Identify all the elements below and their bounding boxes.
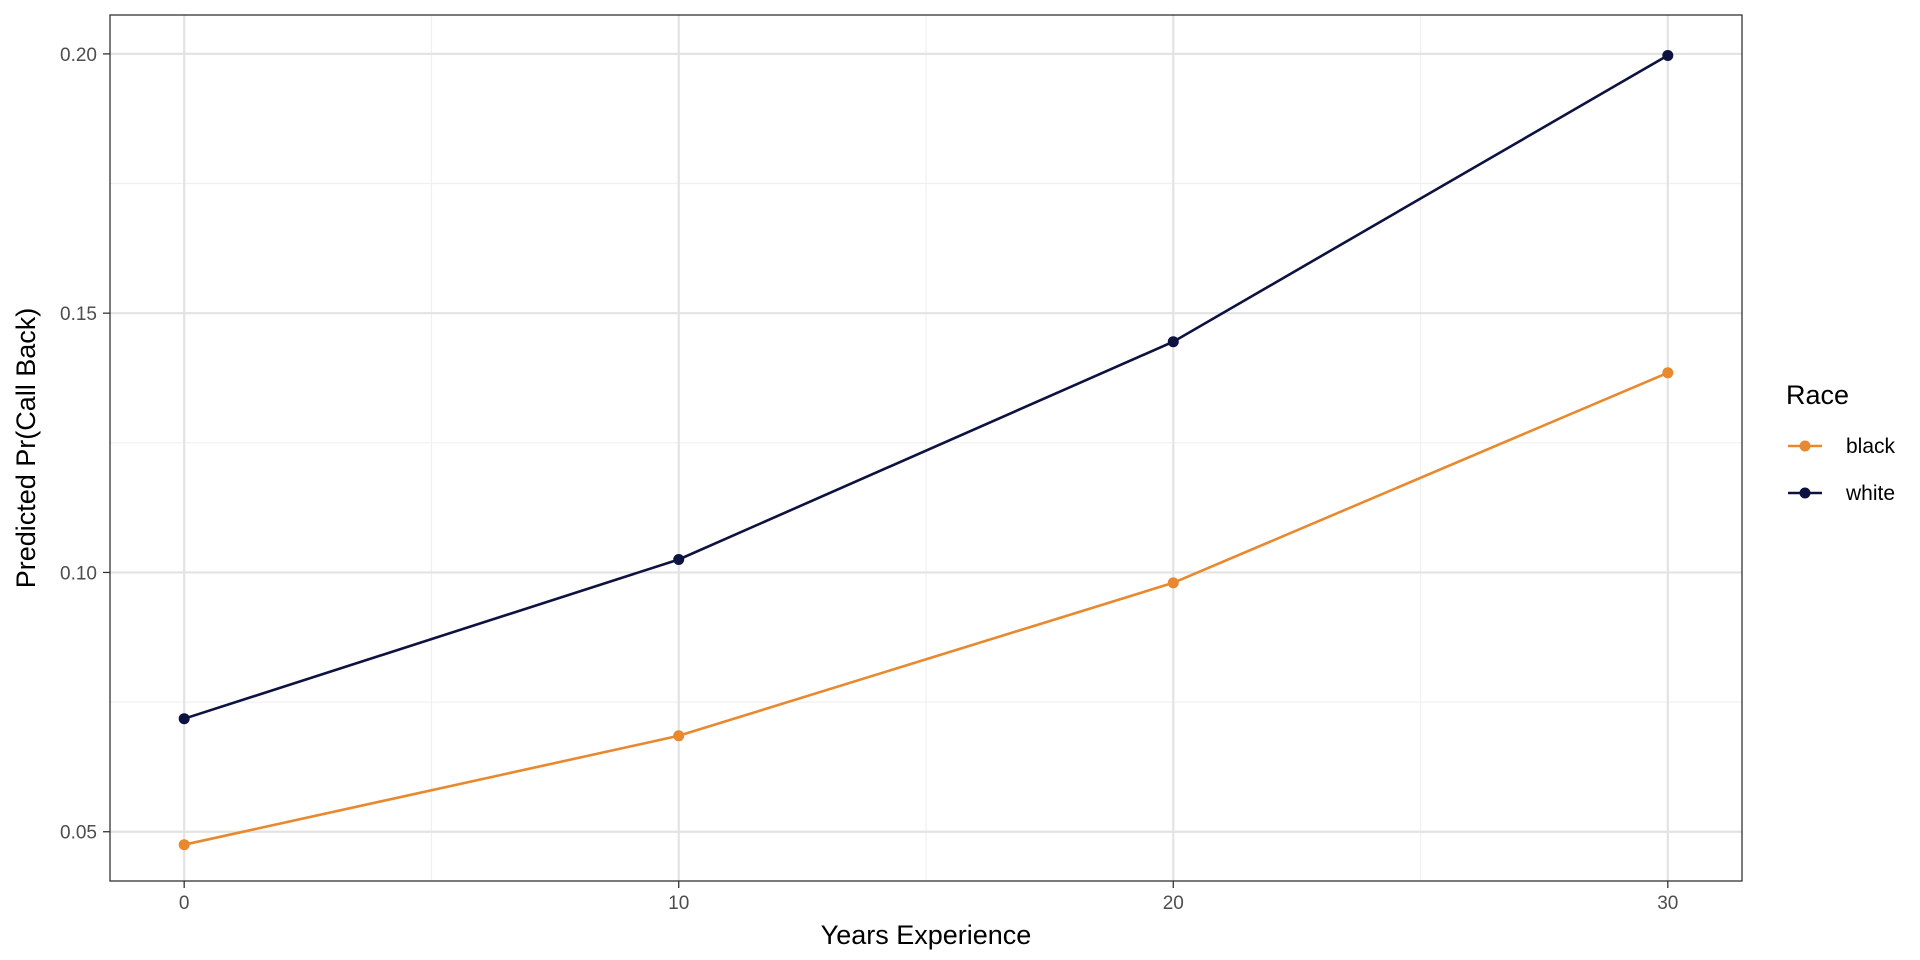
data-point-black <box>1167 577 1179 589</box>
y-tick-label: 0.05 <box>60 823 97 844</box>
legend-key-point-black <box>1799 440 1811 452</box>
y-tick-label: 0.20 <box>60 45 97 66</box>
y-tick-label: 0.10 <box>60 563 97 584</box>
axis-ticks: 0 10 20 30 0.05 0.10 0.15 0.20 <box>60 45 1678 914</box>
plot-panel-border <box>109 14 1743 882</box>
legend-label-black: black <box>1846 435 1896 458</box>
grid-lines <box>110 15 1742 881</box>
x-tick-label: 0 <box>179 893 190 914</box>
x-tick-label: 20 <box>1163 893 1184 914</box>
data-point-black <box>1662 367 1674 379</box>
data-point-white <box>1167 336 1179 348</box>
y-tick-label: 0.15 <box>60 304 97 325</box>
legend-key-point-white <box>1799 487 1811 499</box>
series-line-black <box>183 371 1669 846</box>
legend: Race black white <box>1786 380 1896 505</box>
y-axis-title: Predicted Pr(Call Back) <box>11 308 41 589</box>
data-point-white <box>673 553 685 565</box>
data-point-white <box>1662 49 1674 61</box>
legend-label-white: white <box>1845 482 1895 505</box>
x-axis-title: Years Experience <box>821 920 1032 950</box>
data-point-white <box>178 713 190 725</box>
data-point-black <box>178 839 190 851</box>
series-lines <box>178 49 1674 851</box>
series-line-white <box>183 54 1669 720</box>
x-tick-label: 30 <box>1657 893 1678 914</box>
data-point-black <box>673 730 685 742</box>
x-tick-label: 10 <box>668 893 689 914</box>
legend-title: Race <box>1786 380 1849 410</box>
